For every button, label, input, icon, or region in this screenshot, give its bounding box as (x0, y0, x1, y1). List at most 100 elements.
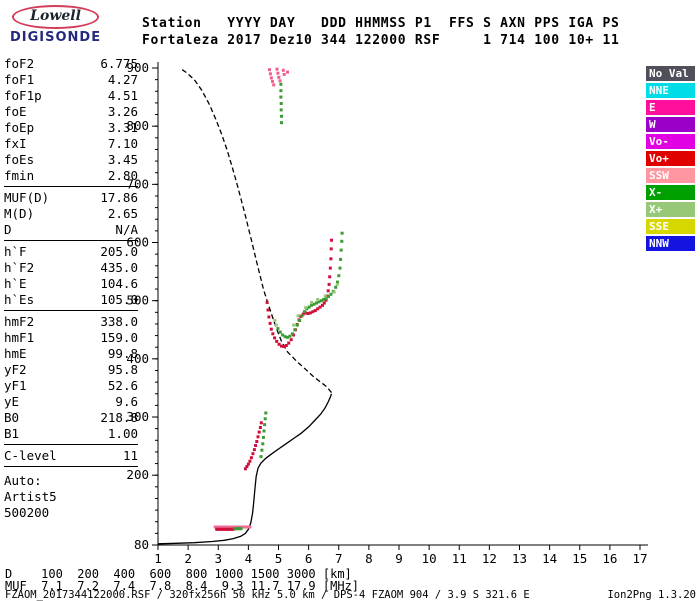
param-value: 3.31 (107, 120, 138, 135)
legend-item-w: W (646, 117, 695, 132)
param-row-b0: B0 218.8 (4, 410, 138, 426)
param-label: foEs (4, 152, 35, 167)
x-tick-label: 14 (542, 551, 557, 566)
param-label: h`F2 (4, 260, 35, 275)
param-value: 105.0 (100, 292, 138, 307)
param-row-yf2: yF2 95.8 (4, 362, 138, 378)
param-label: h`Es (4, 292, 35, 307)
param-value: 3.26 (107, 104, 138, 119)
param-label: h`E (4, 276, 27, 291)
param-label: M(D) (4, 206, 35, 221)
y-tick-label: 500 (126, 293, 149, 308)
legend-item-nnw: NNW (646, 236, 695, 251)
parameter-panel: foF2 6.775 foF1 4.27 foF1p 4.51 foE 3.26 foEp 3.3… (4, 56, 138, 526)
param-row-m-d-: M(D) 2.65 (4, 206, 138, 222)
param-row-foes: foEs 3.45 (4, 152, 138, 168)
x-tick-label: 8 (365, 551, 373, 566)
param-group: MUF(D) 17.86 M(D) 2.65 D N/A (4, 190, 138, 241)
legend-item-nne: NNE (646, 83, 695, 98)
param-row-fmin: fmin 2.80 (4, 168, 138, 184)
x-tick-label: 11 (452, 551, 467, 566)
legend-item-sse: SSE (646, 219, 695, 234)
muf-scale-row: MUF 7.1 7.2 7.4 7.8 8.4 9.3 11.7 17.9 [M… (5, 579, 360, 593)
param-row-hmf1: hmF1 159.0 (4, 330, 138, 346)
status-bar: FZAOM_2017344122000.RSF / 320fx256h 50 k… (5, 589, 696, 601)
legend-item-ssw: SSW (646, 168, 695, 183)
param-label: fxI (4, 136, 27, 151)
param-value: 95.8 (107, 362, 138, 377)
legend-item-no-val: No Val (646, 66, 695, 81)
status-file-info: FZAOM_2017344122000.RSF / 320fx256h 50 k… (5, 589, 530, 601)
direction-color-legend: No Val NNE E W Vo- Vo+ SSW X- X+ SSE NNW (646, 66, 695, 253)
x-tick-label: 7 (335, 551, 343, 566)
axes (155, 62, 648, 546)
es-x-trace (233, 527, 243, 531)
param-value: 2.80 (107, 168, 138, 183)
param-value: 6.775 (100, 56, 138, 71)
param-value: 11 (122, 448, 138, 463)
y-axis-ticks: 900 800 700 600 500 400 300 200 80 (126, 60, 158, 552)
f2-x-speckle (273, 282, 339, 327)
param-row-d: D N/A (4, 222, 138, 238)
param-row-b1: B1 1.00 (4, 426, 138, 442)
true-height-profile (157, 393, 333, 545)
param-label: hmF1 (4, 330, 35, 345)
param-value: 218.8 (100, 410, 138, 425)
param-value: 2.65 (107, 206, 138, 221)
x-tick-label: 6 (305, 551, 313, 566)
y-tick-label: 600 (126, 235, 149, 250)
param-label: foF1p (4, 88, 42, 103)
y-tick-label: 400 (126, 351, 149, 366)
param-label: yF2 (4, 362, 27, 377)
param-label: B0 (4, 410, 20, 425)
y-tick-label: 200 (126, 467, 149, 482)
param-value: 159.0 (100, 330, 138, 345)
y-tick-label: 800 (126, 118, 149, 133)
param-row-h-f: h`F 205.0 (4, 244, 138, 260)
param-value: 338.0 (100, 314, 138, 329)
x-tick-label: 5 (275, 551, 283, 566)
param-value: 104.6 (100, 276, 138, 291)
param-row-muf-d-: MUF(D) 17.86 (4, 190, 138, 206)
param-group: hmF2 338.0 hmF1 159.0 hmE 99.8 yF2 95.8 yF1 52.6 y… (4, 314, 138, 445)
param-value: 4.51 (107, 88, 138, 103)
f2-x-trace (276, 231, 344, 339)
y-tick-label: 900 (126, 60, 149, 75)
param-label: hmF2 (4, 314, 35, 329)
param-row-fxi: fxI 7.10 (4, 136, 138, 152)
param-label: yF1 (4, 378, 27, 393)
param-row-ye: yE 9.6 (4, 394, 138, 410)
param-label: hmE (4, 346, 27, 361)
x-tick-label: 9 (395, 551, 403, 566)
param-label: 500200 (4, 505, 50, 520)
param-value: 9.6 (115, 394, 138, 409)
y-tick-label: 700 (126, 176, 149, 191)
header-line2: Fortaleza 2017 Dez10 344 122000 RSF 1 71… (142, 33, 620, 48)
es-o-trace (215, 527, 235, 531)
x-tick-label: 17 (632, 551, 647, 566)
param-row-h-f2: h`F2 435.0 (4, 260, 138, 276)
param-row-yf1: yF1 52.6 (4, 378, 138, 394)
param-group: C-level 11 (4, 448, 138, 467)
f1-x-trace (259, 411, 268, 459)
f1-o-trace (243, 421, 263, 471)
param-label: foF1 (4, 72, 35, 87)
x-axis-ticks: 1 2 3 4 5 6 7 8 9 10 11 12 13 14 15 16 17 (154, 545, 648, 566)
param-label: foEp (4, 120, 35, 135)
param-value: 3.45 (107, 152, 138, 167)
topside-extrapolation (179, 67, 333, 394)
x-tick-label: 10 (422, 551, 437, 566)
param-row-hmf2: hmF2 338.0 (4, 314, 138, 330)
param-value: 205.0 (100, 244, 138, 259)
legend-item-vo+: Vo+ (646, 151, 695, 166)
status-program-version: Ion2Png 1.3.20 (607, 589, 696, 601)
param-row-500200: 500200 (4, 505, 138, 521)
legend-item-e: E (646, 100, 695, 115)
param-row-h-e: h`E 104.6 (4, 276, 138, 292)
param-value: 435.0 (100, 260, 138, 275)
param-label: B1 (4, 426, 20, 441)
param-value: N/A (115, 222, 138, 237)
param-label: MUF(D) (4, 190, 50, 205)
y-tick-label: 80 (134, 537, 149, 552)
